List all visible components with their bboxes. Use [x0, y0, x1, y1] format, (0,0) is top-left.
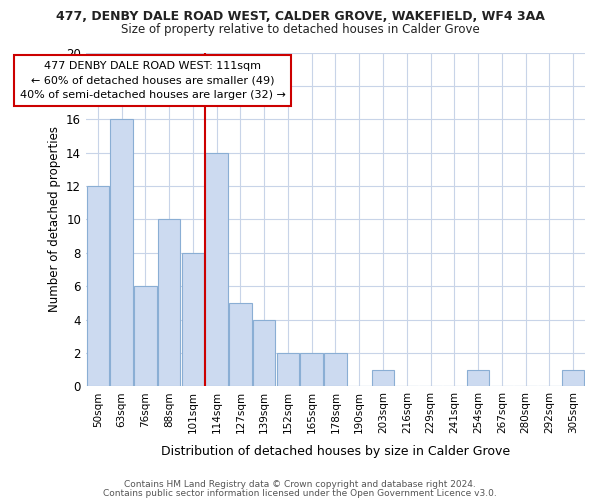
Text: 477, DENBY DALE ROAD WEST, CALDER GROVE, WAKEFIELD, WF4 3AA: 477, DENBY DALE ROAD WEST, CALDER GROVE,…: [56, 10, 544, 23]
Y-axis label: Number of detached properties: Number of detached properties: [47, 126, 61, 312]
Text: Contains HM Land Registry data © Crown copyright and database right 2024.: Contains HM Land Registry data © Crown c…: [124, 480, 476, 489]
Bar: [158, 220, 181, 386]
Bar: [467, 370, 490, 386]
Text: Size of property relative to detached houses in Calder Grove: Size of property relative to detached ho…: [121, 22, 479, 36]
Bar: [110, 120, 133, 386]
Bar: [301, 353, 323, 386]
Bar: [253, 320, 275, 386]
Bar: [277, 353, 299, 386]
X-axis label: Distribution of detached houses by size in Calder Grove: Distribution of detached houses by size …: [161, 444, 510, 458]
Bar: [562, 370, 584, 386]
Bar: [86, 186, 109, 386]
Text: 477 DENBY DALE ROAD WEST: 111sqm
← 60% of detached houses are smaller (49)
40% o: 477 DENBY DALE ROAD WEST: 111sqm ← 60% o…: [20, 61, 286, 100]
Bar: [324, 353, 347, 386]
Bar: [372, 370, 394, 386]
Bar: [134, 286, 157, 386]
Bar: [205, 152, 228, 386]
Text: Contains public sector information licensed under the Open Government Licence v3: Contains public sector information licen…: [103, 490, 497, 498]
Bar: [229, 303, 251, 386]
Bar: [182, 253, 204, 386]
